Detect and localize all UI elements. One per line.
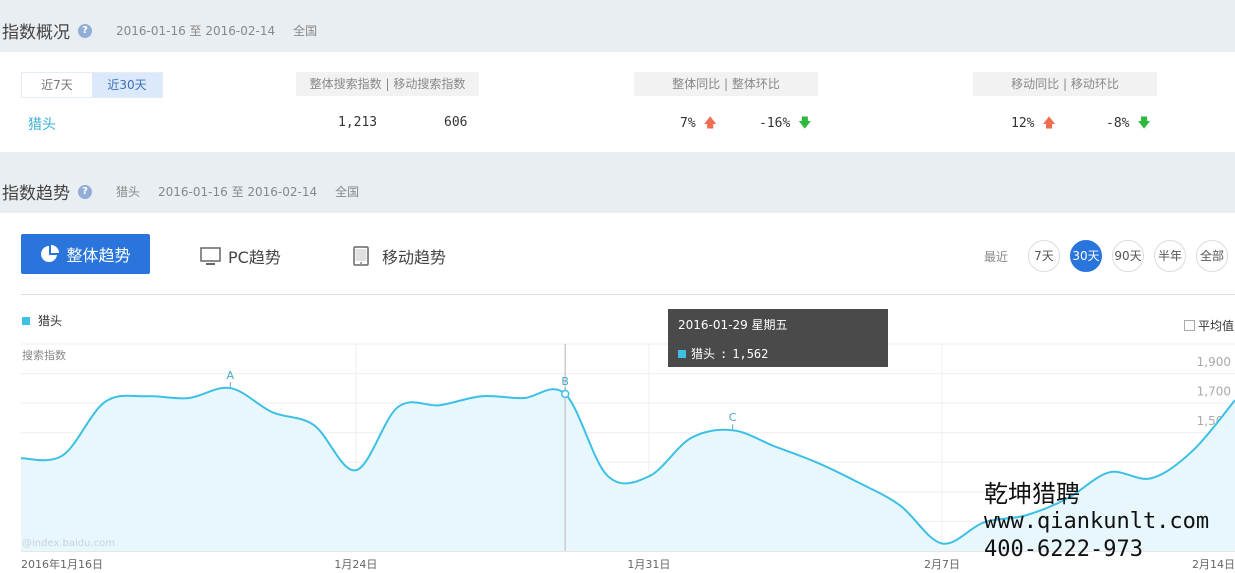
tab-label: 移动趋势	[382, 248, 447, 267]
watermark-name: 乾坤猎聘	[984, 480, 1080, 508]
tooltip-date: 2016-01-29 星期五	[678, 318, 788, 332]
average-checkbox[interactable]	[1184, 320, 1195, 331]
question-icon[interactable]: ?	[78, 184, 92, 199]
tooltip-value: 1,562	[732, 346, 769, 361]
chart-credit: @index.baidu.com	[22, 538, 116, 549]
watermark-phone: 400-6222-973	[984, 537, 1143, 562]
overall-ratio-header: 整体同比 | 整体环比	[634, 72, 818, 96]
tab-label: PC趋势	[228, 248, 281, 267]
x-tick-label: 1月31日	[627, 558, 670, 571]
arrow-down-icon: 🡇	[1137, 116, 1151, 131]
range-30-days[interactable]: 30天	[1070, 240, 1102, 272]
x-tick-label: 1月24日	[334, 558, 377, 571]
annotation-label: A	[227, 369, 235, 382]
average-label: 平均值	[1198, 319, 1235, 333]
tab-overall-trend[interactable]: 整体趋势	[21, 234, 150, 274]
overall-index-value: 1,213	[338, 115, 378, 130]
trend-header: 指数趋势 ? 猎头 2016-01-16 至 2016-02-14 全国	[2, 179, 359, 204]
annotation-label: C	[729, 411, 737, 424]
average-toggle[interactable]: 平均值	[1184, 317, 1234, 334]
mobile-yoy-value: 12%	[1011, 116, 1035, 131]
tab-30-days[interactable]: 近30天	[92, 73, 162, 97]
mobile-index-value: 606	[444, 115, 468, 130]
overall-mom: -16% 🡇	[759, 114, 812, 136]
y-tick-label: 1,700	[1197, 385, 1231, 399]
legend-label: 猎头	[38, 314, 63, 328]
range-half-year[interactable]: 半年	[1154, 240, 1186, 272]
overview-title: 指数概况	[2, 23, 70, 43]
range-7-days[interactable]: 7天	[1028, 240, 1060, 272]
period-tabs: 近7天 近30天	[21, 72, 163, 98]
range-label: 最近	[984, 250, 1009, 264]
mobile-yoy: 12% 🡅	[1011, 114, 1056, 136]
pie-chart-icon	[41, 245, 60, 262]
legend-swatch	[22, 316, 30, 325]
question-icon[interactable]: ?	[78, 23, 92, 38]
tooltip-swatch	[678, 349, 686, 358]
overview-date-range: 2016-01-16 至 2016-02-14	[116, 24, 276, 38]
trend-region: 全国	[335, 185, 360, 199]
x-tick-label: 2月14日	[1192, 558, 1235, 571]
arrow-down-icon: 🡇	[798, 116, 812, 131]
overview-region: 全国	[293, 24, 318, 38]
index-header: 整体搜索指数 | 移动搜索指数	[296, 72, 479, 96]
monitor-icon	[200, 247, 221, 265]
tab-pc-trend[interactable]: PC趋势	[200, 244, 281, 268]
tab-mobile-trend[interactable]: 移动趋势	[352, 244, 446, 268]
chart-tooltip: 2016-01-29 星期五 猎头: 1,562	[668, 309, 888, 367]
y-tick-label: 1,900	[1197, 355, 1231, 369]
overview-panel	[0, 52, 1235, 152]
keyword-link[interactable]: 猎头	[28, 117, 56, 133]
overall-yoy: 7% 🡅	[680, 114, 717, 136]
x-tick-label: 2016年1月16日	[21, 557, 103, 571]
watermark-url: www.qiankunlt.com	[984, 509, 1210, 534]
trend-title: 指数趋势	[2, 184, 70, 204]
overview-header: 指数概况 ? 2016-01-16 至 2016-02-14 全国	[2, 18, 317, 43]
legend[interactable]: 猎头	[22, 312, 62, 329]
arrow-up-icon: 🡅	[1042, 116, 1056, 131]
x-tick-label: 2月7日	[924, 558, 960, 571]
trend-keyword: 猎头	[116, 185, 141, 199]
trend-date-range: 2016-01-16 至 2016-02-14	[158, 185, 318, 199]
tooltip-series: 猎头	[691, 347, 716, 361]
overall-mom-value: -16%	[759, 116, 791, 131]
arrow-up-icon: 🡅	[703, 116, 717, 131]
mobile-mom-value: -8%	[1106, 116, 1130, 131]
overall-yoy-value: 7%	[680, 116, 696, 131]
y-axis-label: 搜索指数	[22, 349, 66, 362]
series-area	[21, 387, 1235, 551]
mobile-mom: -8% 🡇	[1106, 114, 1151, 136]
range-all[interactable]: 全部	[1196, 240, 1228, 272]
annotation-label: B	[561, 375, 569, 388]
tab-label: 整体趋势	[66, 246, 131, 265]
range-selector: 7天 30天 90天 半年 全部	[1028, 240, 1228, 272]
tab-7-days[interactable]: 近7天	[41, 78, 73, 92]
highlight-point	[560, 389, 570, 399]
tablet-icon	[353, 246, 369, 266]
divider	[21, 294, 1235, 295]
watermark: 乾坤猎聘 www.qiankunlt.com 400-6222-973	[984, 480, 1209, 564]
series-line	[20, 386, 1235, 545]
mobile-ratio-header: 移动同比 | 移动环比	[973, 72, 1157, 96]
range-90-days[interactable]: 90天	[1112, 240, 1144, 272]
